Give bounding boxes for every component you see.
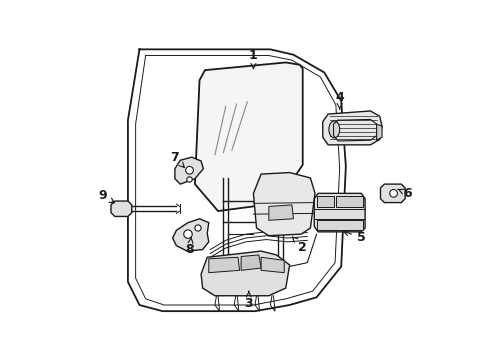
Polygon shape xyxy=(323,111,382,145)
Polygon shape xyxy=(381,184,405,203)
Polygon shape xyxy=(269,205,294,220)
Polygon shape xyxy=(377,124,382,140)
Polygon shape xyxy=(175,157,203,184)
Text: 8: 8 xyxy=(185,238,194,256)
Polygon shape xyxy=(209,257,240,273)
Polygon shape xyxy=(111,201,132,216)
Polygon shape xyxy=(261,257,284,273)
Polygon shape xyxy=(317,220,363,230)
Circle shape xyxy=(186,166,194,174)
Polygon shape xyxy=(241,255,261,270)
Ellipse shape xyxy=(329,121,340,138)
Polygon shape xyxy=(336,195,363,207)
Polygon shape xyxy=(195,62,303,211)
Polygon shape xyxy=(253,172,315,236)
Polygon shape xyxy=(314,193,365,232)
Circle shape xyxy=(195,225,201,231)
Text: 3: 3 xyxy=(245,291,253,310)
Text: 6: 6 xyxy=(398,187,412,200)
Text: 1: 1 xyxy=(249,49,258,68)
Text: 4: 4 xyxy=(335,91,344,109)
Text: 5: 5 xyxy=(343,231,366,244)
Circle shape xyxy=(184,230,192,238)
Polygon shape xyxy=(317,195,334,207)
Polygon shape xyxy=(172,219,209,251)
Text: 7: 7 xyxy=(170,150,184,167)
Circle shape xyxy=(390,189,397,197)
Circle shape xyxy=(187,177,192,182)
Text: 2: 2 xyxy=(293,237,307,254)
Text: 9: 9 xyxy=(98,189,115,203)
Polygon shape xyxy=(201,251,290,296)
